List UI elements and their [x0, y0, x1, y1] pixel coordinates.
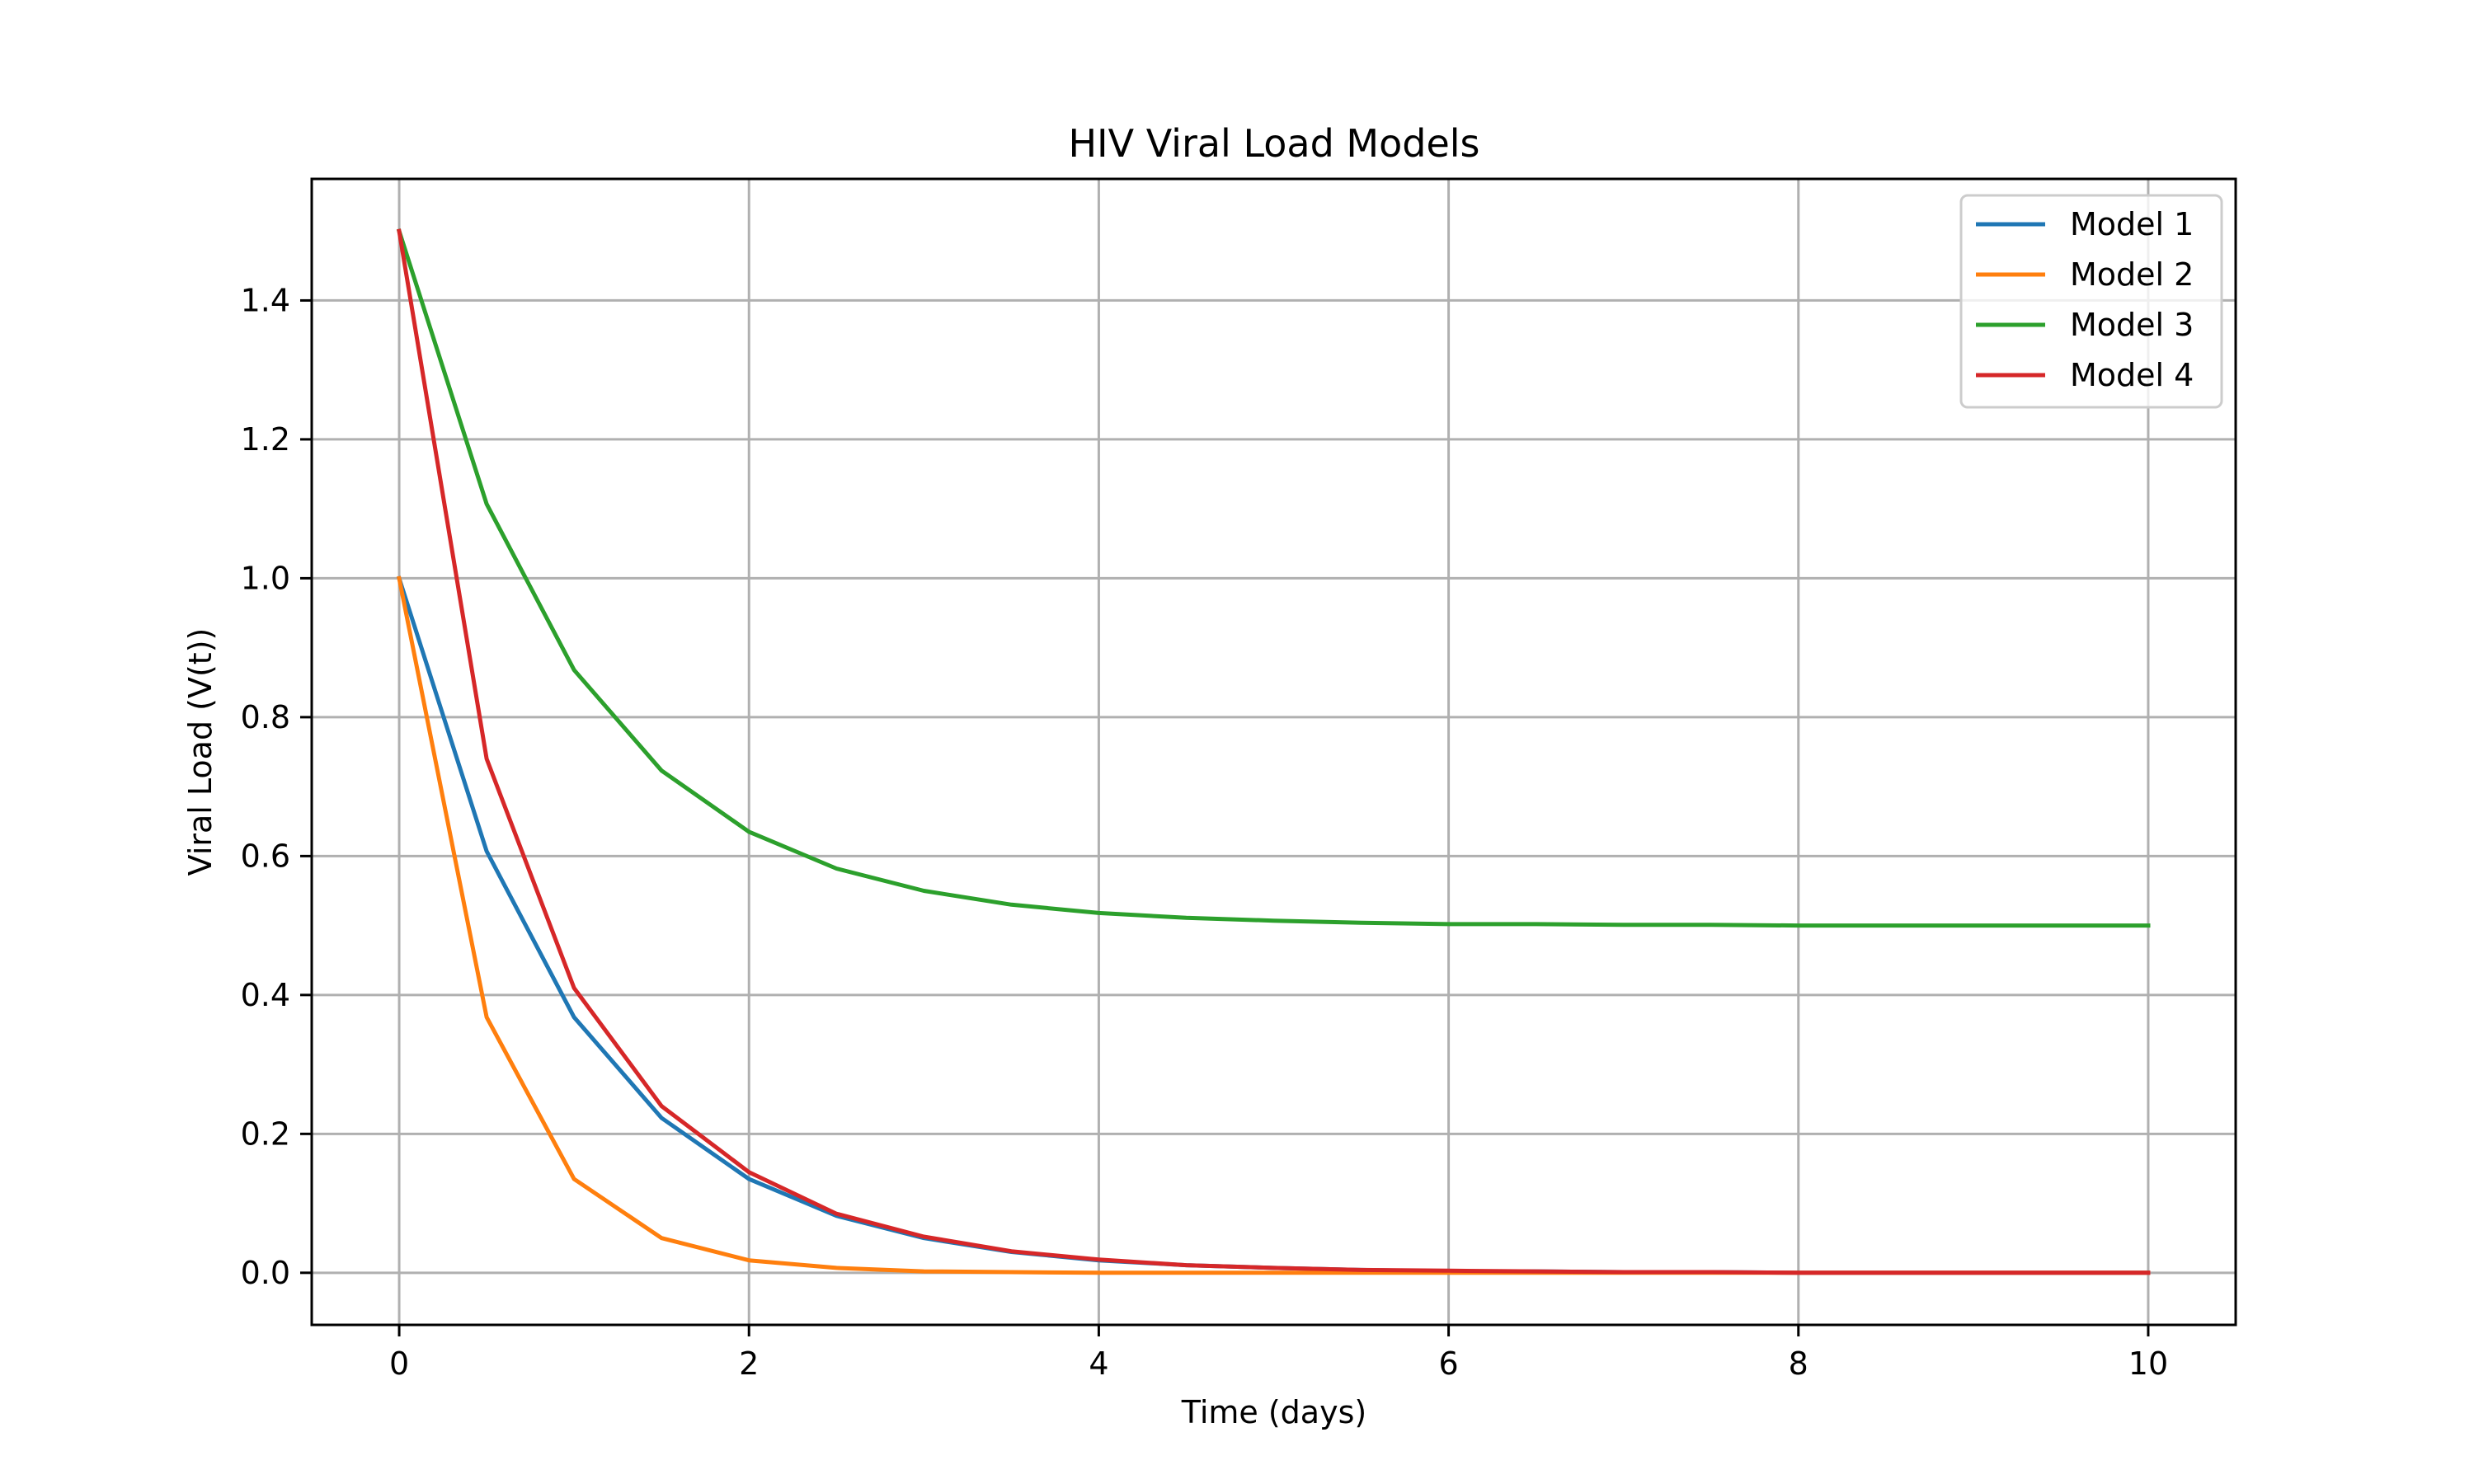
y-tick-label: 0.0: [241, 1255, 290, 1291]
y-tick-label: 0.4: [241, 977, 290, 1013]
legend-items: Model 1 Model 2 Model 3 Model 4: [1976, 206, 2194, 393]
legend-label-model-1: Model 1: [2070, 206, 2194, 242]
x-tick-label: 6: [1438, 1345, 1458, 1382]
y-tick-label: 0.2: [241, 1115, 290, 1152]
y-tick-label: 0.6: [241, 838, 290, 874]
y-axis-ticks: 0.0 0.2 0.4 0.6 0.8 1.0 1.2 1.4: [241, 282, 312, 1291]
x-tick-label: 2: [739, 1345, 759, 1382]
grid-lines: [312, 179, 2236, 1325]
series-line-model-3: [396, 228, 2151, 928]
legend-label-model-4: Model 4: [2070, 357, 2194, 393]
chart-title: HIV Viral Load Models: [1068, 121, 1479, 166]
y-tick-label: 1.0: [241, 560, 290, 596]
y-tick-label: 0.8: [241, 699, 290, 735]
plot-frame: [310, 177, 2237, 1327]
legend: Model 1 Model 2 Model 3 Model 4: [1959, 194, 2223, 409]
series-lines: [396, 228, 2151, 1275]
y-tick-label: 1.4: [241, 282, 290, 318]
legend-label-model-2: Model 2: [2070, 256, 2194, 293]
x-tick-label: 10: [2128, 1345, 2168, 1382]
y-axis-label: Viral Load (V(t)): [182, 628, 219, 876]
x-tick-label: 0: [389, 1345, 409, 1382]
series-line-model-4: [397, 228, 2151, 1275]
x-axis-ticks: 0 2 4 6 8 10: [389, 1325, 2168, 1382]
x-tick-label: 4: [1089, 1345, 1108, 1382]
legend-label-model-3: Model 3: [2070, 307, 2194, 343]
y-tick-label: 1.2: [241, 421, 290, 458]
legend-box: [1959, 194, 2223, 409]
x-tick-label: 8: [1789, 1345, 1808, 1382]
x-axis-label: Time (days): [1181, 1394, 1366, 1430]
